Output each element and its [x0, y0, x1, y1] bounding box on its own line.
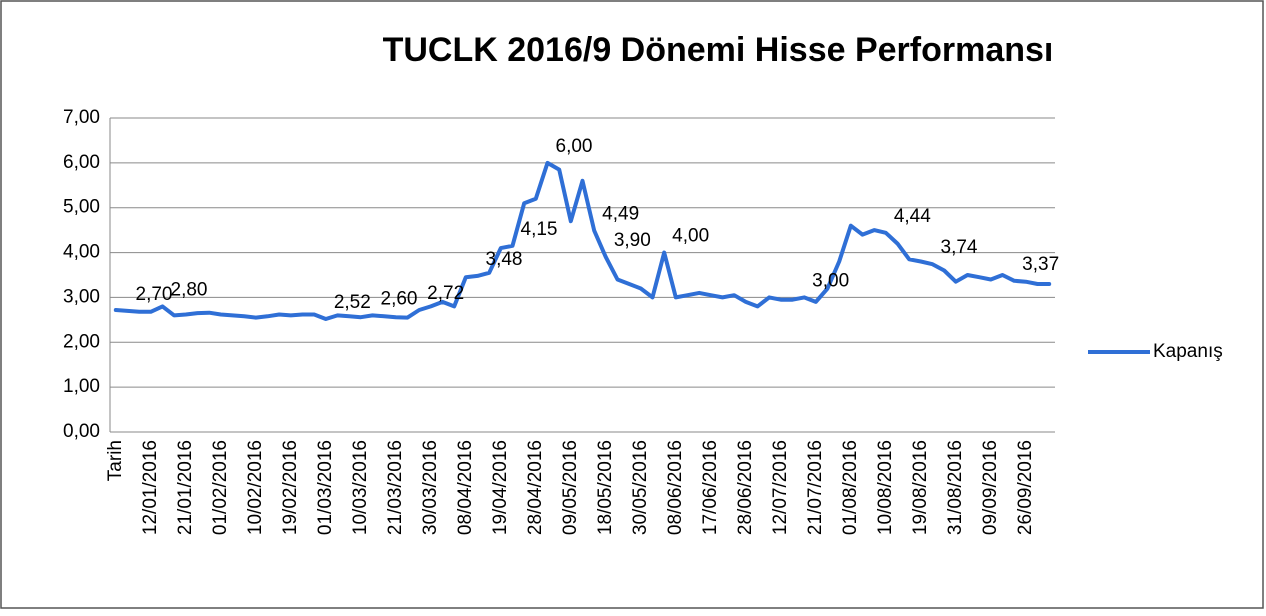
x-tick-label: 21/07/2016 — [805, 440, 826, 535]
x-tick-label: 17/06/2016 — [700, 440, 721, 535]
x-tick-label: 26/09/2016 — [1015, 440, 1036, 535]
y-tick-label: 4,00 — [63, 242, 100, 263]
x-tick-label: 01/03/2016 — [315, 440, 336, 535]
x-tick-label: 10/03/2016 — [350, 440, 371, 535]
x-tick-label: 28/04/2016 — [525, 440, 546, 535]
x-tick-label: 28/06/2016 — [735, 440, 756, 535]
data-label: 3,74 — [941, 237, 978, 258]
x-tick-label: Tarih — [105, 440, 126, 481]
x-tick-label: 18/05/2016 — [595, 440, 616, 535]
y-tick-label: 5,00 — [63, 197, 100, 218]
x-tick-label: 09/05/2016 — [560, 440, 581, 535]
data-label: 4,44 — [894, 206, 931, 227]
data-label: 4,00 — [672, 226, 709, 247]
x-tick-label: 31/08/2016 — [945, 440, 966, 535]
y-tick-label: 1,00 — [63, 376, 100, 397]
data-label: 2,52 — [334, 292, 371, 313]
x-tick-label: 19/04/2016 — [490, 440, 511, 535]
y-tick-label: 7,00 — [63, 107, 100, 128]
data-label: 3,00 — [812, 270, 849, 291]
x-tick-label: 19/02/2016 — [280, 440, 301, 535]
data-label: 3,37 — [1022, 254, 1059, 275]
x-tick-label: 10/08/2016 — [875, 440, 896, 535]
x-tick-label: 21/01/2016 — [175, 440, 196, 535]
data-label: 2,60 — [381, 288, 418, 309]
x-tick-label: 09/09/2016 — [980, 440, 1001, 535]
y-tick-label: 6,00 — [63, 152, 100, 173]
y-tick-label: 2,00 — [63, 331, 100, 352]
x-tick-label: 21/03/2016 — [385, 440, 406, 535]
legend-label: Kapanış — [1153, 341, 1223, 362]
x-tick-label: 12/07/2016 — [770, 440, 791, 535]
data-label: 2,72 — [427, 283, 464, 304]
x-tick-label: 01/08/2016 — [840, 440, 861, 535]
data-label: 6,00 — [556, 136, 593, 157]
x-tick-label: 08/04/2016 — [455, 440, 476, 535]
data-label: 2,80 — [171, 279, 208, 300]
y-tick-label: 0,00 — [63, 421, 100, 442]
chart-title: TUCLK 2016/9 Dönemi Hisse Performansı — [383, 31, 1054, 69]
data-label: 3,90 — [614, 230, 651, 251]
x-tick-label: 01/02/2016 — [210, 440, 231, 535]
data-label: 2,70 — [136, 284, 173, 305]
x-tick-label: 30/03/2016 — [420, 440, 441, 535]
data-label: 3,48 — [486, 249, 523, 270]
data-label: 4,15 — [521, 219, 558, 240]
x-tick-label: 10/02/2016 — [245, 440, 266, 535]
x-tick-label: 12/01/2016 — [140, 440, 161, 535]
x-tick-label: 30/05/2016 — [630, 440, 651, 535]
data-label: 4,49 — [602, 204, 639, 225]
x-tick-label: 19/08/2016 — [910, 440, 931, 535]
line-series — [113, 160, 1052, 321]
y-tick-label: 3,00 — [63, 286, 100, 307]
x-tick-label: 08/06/2016 — [665, 440, 686, 535]
